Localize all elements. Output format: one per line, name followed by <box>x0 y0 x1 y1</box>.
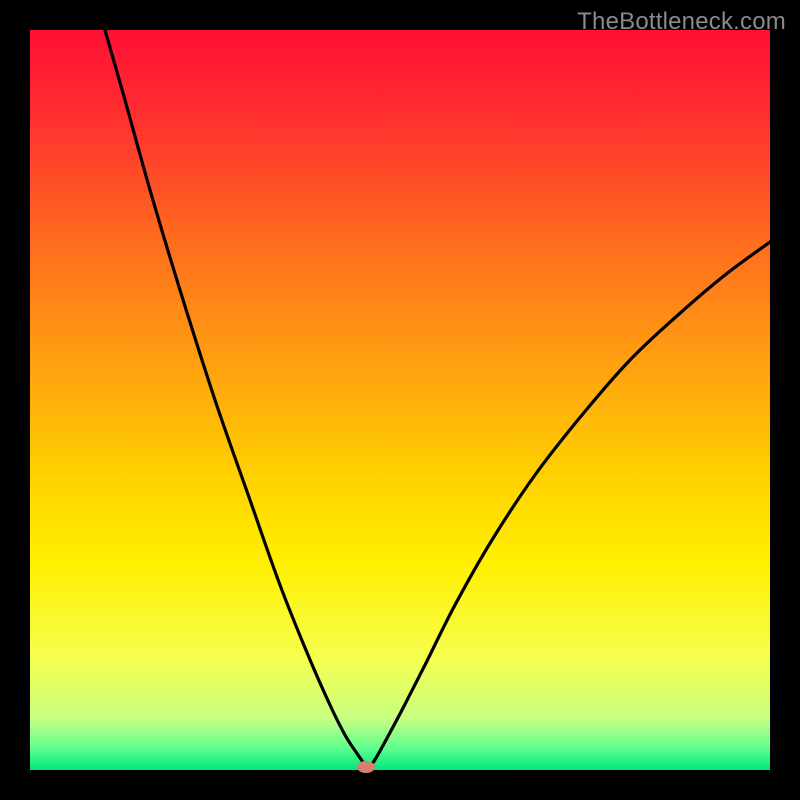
chart-container: TheBottleneck.com <box>0 0 800 800</box>
minimum-marker <box>357 761 375 773</box>
plot-area <box>30 30 770 770</box>
watermark-text: TheBottleneck.com <box>577 8 786 36</box>
curve-layer <box>30 30 770 770</box>
